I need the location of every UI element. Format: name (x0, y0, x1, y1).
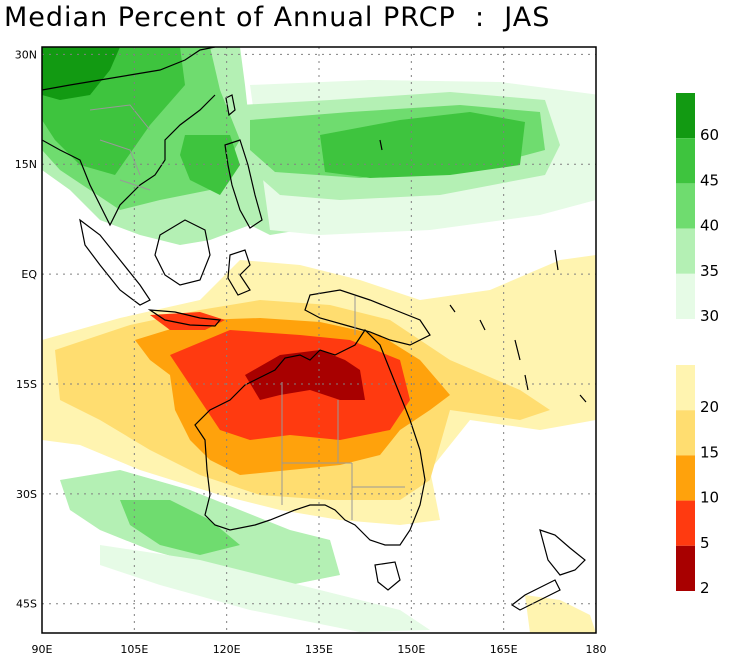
y-tick-label: 30S (16, 488, 37, 501)
shaded-fields (42, 47, 596, 633)
colorbar-label: 5 (700, 534, 710, 552)
colorbar-swatch (676, 410, 695, 456)
pacific-islands (379, 139, 587, 403)
java-coast (147, 309, 222, 327)
field-south-30 (100, 545, 430, 632)
colorbar-swatch (676, 455, 695, 501)
x-tick-label: 120E (213, 643, 241, 656)
colorbar-label: 40 (700, 217, 719, 235)
x-tick-label: 105E (120, 643, 148, 656)
sumatra-coast (79, 218, 151, 306)
colorbar-label: 10 (700, 489, 719, 507)
asia-borders (89, 104, 151, 191)
colorbar-label: 20 (700, 398, 719, 416)
australia-coast (194, 329, 426, 546)
x-tick-label: 135E (305, 643, 333, 656)
x-tick-label: 180 (586, 643, 607, 656)
colorbar-label: 60 (700, 126, 719, 144)
y-tick-label: 15S (16, 378, 37, 391)
sulawesi-coast (227, 249, 251, 296)
colorbar-swatch (676, 500, 695, 546)
colorbar: 60 45 40 35 30 20 15 10 5 2 (676, 93, 719, 597)
field-west-45 (180, 135, 240, 195)
taiwan-coast (225, 94, 236, 117)
colorbar-swatch (676, 545, 695, 591)
field-south-2 (245, 350, 365, 400)
y-tick-label: 15N (15, 158, 37, 171)
new-zealand-coast (510, 529, 586, 611)
philippines-coast (224, 139, 263, 229)
y-tick-label: 45S (16, 598, 37, 611)
tasmania-coast (374, 561, 401, 591)
new-guinea-coast (304, 289, 431, 346)
field-nz-20 (525, 595, 596, 633)
asia-mainland-coast (42, 47, 216, 227)
grid-lines (42, 47, 596, 633)
map-title: Median Percent of Annual PRCP : JAS (4, 2, 551, 33)
colorbar-swatch (676, 138, 695, 184)
colorbar-label: 35 (700, 262, 719, 280)
x-tick-label: 150E (397, 643, 425, 656)
y-tick-label: 30N (15, 48, 37, 61)
colorbar-label: 45 (700, 171, 719, 189)
coastlines (42, 47, 587, 611)
colorbar-label: 2 (700, 579, 710, 597)
colorbar-swatch (676, 273, 695, 319)
y-axis-ticks: 30N 15N EQ 15S 30S 45S (15, 48, 38, 610)
field-southwest-40 (120, 500, 240, 555)
colorbar-label: 30 (700, 307, 719, 325)
y-tick-label: EQ (21, 268, 37, 281)
x-axis-ticks: 90E 105E 120E 135E 150E 165E 180 (32, 643, 607, 656)
colorbar-swatch (676, 228, 695, 274)
borneo-coast (154, 219, 211, 286)
colorbar-swatch (676, 93, 695, 139)
colorbar-swatch (676, 183, 695, 229)
x-tick-label: 165E (490, 643, 518, 656)
colorbar-label: 15 (700, 443, 719, 461)
colorbar-swatch (676, 365, 695, 411)
field-pacific-45 (320, 112, 525, 178)
x-tick-label: 90E (32, 643, 53, 656)
map-frame (41, 46, 597, 634)
borders (89, 104, 405, 520)
